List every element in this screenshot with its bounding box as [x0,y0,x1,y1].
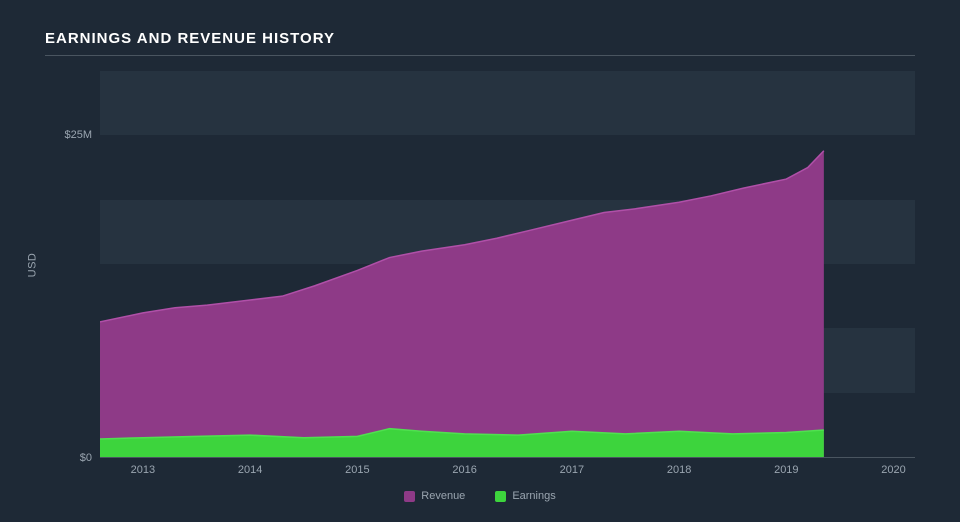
chart-container: EARNINGS AND REVENUE HISTORY USD $0$25M … [0,0,960,522]
x-tick-label: 2016 [452,464,476,476]
x-tick-label: 2013 [131,464,155,476]
legend-swatch [495,491,506,502]
chart-title: EARNINGS AND REVENUE HISTORY [45,30,915,56]
y-tick-label: $25M [64,129,92,141]
y-tick-label: $0 [80,452,92,464]
plot-area [100,71,915,458]
legend-label: Earnings [512,490,555,502]
y-axis-label: USD [26,252,38,277]
chart-legend: Revenue Earnings [45,490,915,502]
chart-svg [100,71,915,457]
x-tick-label: 2017 [560,464,584,476]
x-axis-ticks: 2013 2014 2015 2016 2017 2018 2019 2020 [100,458,915,478]
legend-swatch [404,491,415,502]
x-tick-label: 2014 [238,464,262,476]
series-area-revenue [100,151,824,457]
y-axis-ticks: $0$25M [45,71,100,458]
x-tick-label: 2015 [345,464,369,476]
chart-body: USD $0$25M [45,71,915,458]
legend-item-earnings: Earnings [495,490,555,502]
legend-label: Revenue [421,490,465,502]
x-tick-label: 2019 [774,464,798,476]
x-tick-label: 2018 [667,464,691,476]
x-tick-label: 2020 [881,464,905,476]
legend-item-revenue: Revenue [404,490,465,502]
